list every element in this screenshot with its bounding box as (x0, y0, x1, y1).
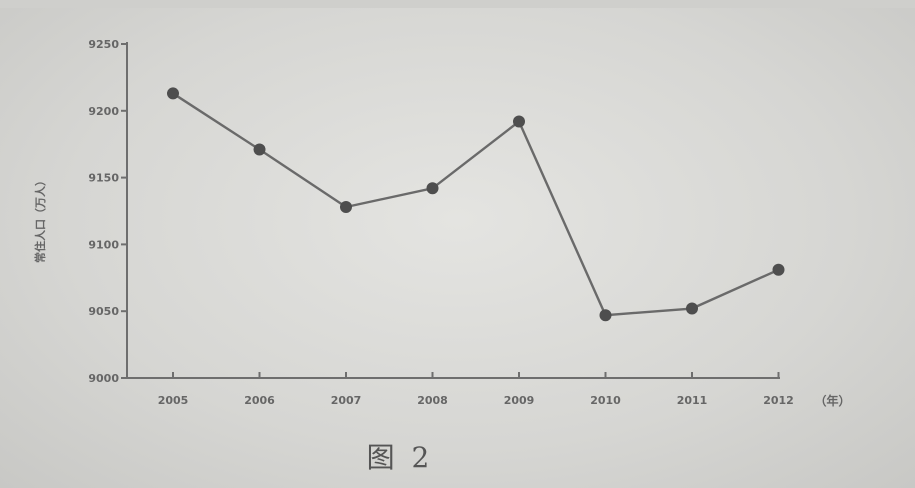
data-point (340, 200, 352, 213)
x-tick-label: 2012 (763, 394, 794, 407)
x-tick-label: 2006 (244, 394, 275, 407)
x-tick-label: 2008 (417, 394, 448, 407)
chart-axes (126, 42, 780, 379)
x-tick-label: 2010 (590, 394, 621, 407)
y-tick-label: 9150 (88, 172, 119, 185)
data-point (772, 263, 785, 276)
x-tick-label: 2005 (158, 394, 189, 407)
y-tick-label: 9050 (88, 305, 119, 318)
data-point (513, 115, 525, 128)
y-tick-label: 9000 (88, 372, 119, 385)
top-strip (0, 0, 915, 8)
y-tick-label: 9250 (88, 38, 119, 51)
data-point (167, 87, 179, 100)
x-axis-ticks: 2005 2006 2007 2008 2009 2010 2011 2012 (158, 372, 794, 407)
series-line (172, 92, 779, 317)
x-tick-label: 2007 (331, 394, 362, 407)
data-point (253, 143, 266, 156)
data-point (686, 302, 698, 315)
chart-series (167, 87, 785, 322)
y-tick-label: 9200 (88, 105, 119, 118)
data-point (426, 182, 439, 195)
y-axis-ticks: 9000 9050 9100 9150 9200 9250 (88, 38, 127, 385)
data-point (599, 309, 612, 322)
figure-caption: 图 2 (366, 441, 434, 474)
y-tick-label: 9100 (88, 238, 119, 251)
x-tick-label: 2009 (504, 394, 535, 407)
y-axis-title: 常住人口（万人） (33, 175, 47, 263)
x-axis-unit: （年） (815, 393, 851, 408)
x-tick-label: 2011 (677, 394, 708, 407)
